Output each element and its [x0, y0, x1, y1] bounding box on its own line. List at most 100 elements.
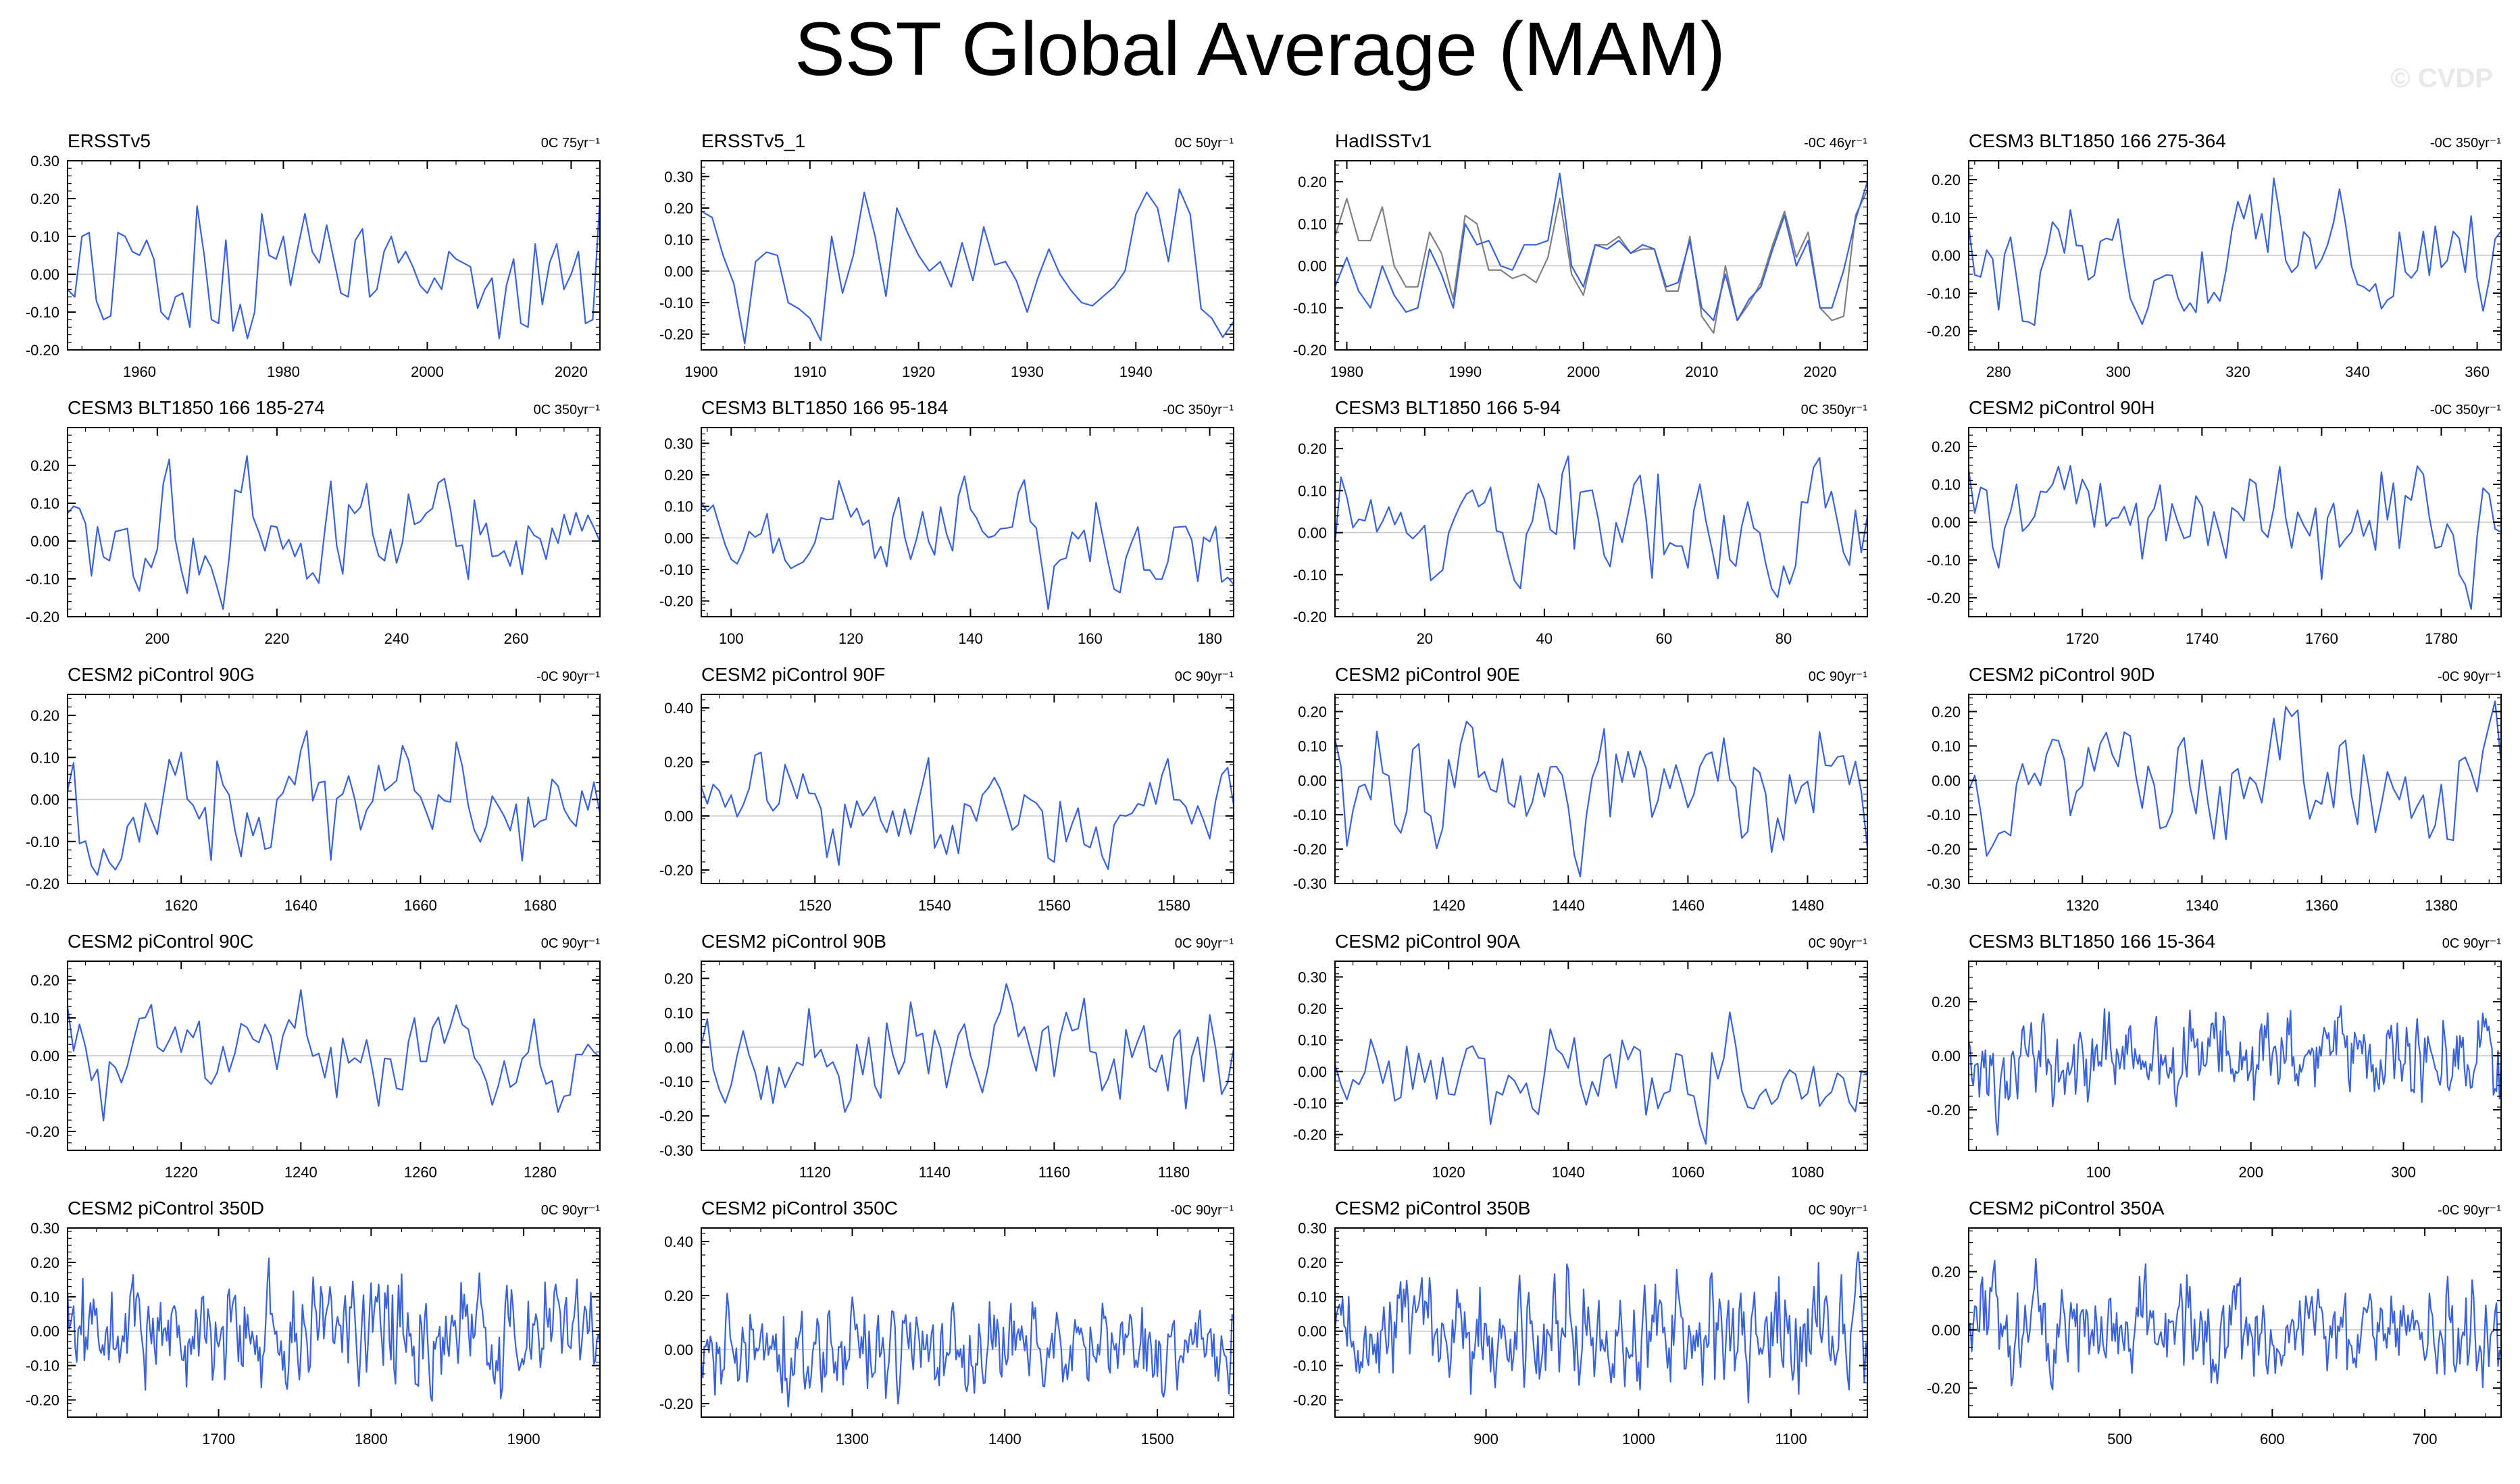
x-tick-label: 2000: [1567, 363, 1600, 380]
x-tick-label: 120: [838, 630, 863, 647]
y-tick-label: 0.00: [1932, 514, 1961, 531]
y-tick-label: -0.30: [659, 1142, 693, 1159]
series-line: [1967, 465, 2502, 610]
series-line: [700, 1292, 1235, 1408]
plot-frame: [1334, 160, 1868, 351]
series-line: [66, 1257, 601, 1402]
y-tick-label: -0.10: [26, 571, 59, 588]
panel-title: CESM3 BLT1850 166 275-364: [1969, 130, 2226, 151]
x-tick-label: 1760: [2305, 630, 2338, 647]
trend-label: 0C 90yr⁻¹: [1175, 936, 1234, 951]
y-tick-label: -0.10: [1927, 807, 1961, 823]
x-tick-label: 1080: [1791, 1164, 1824, 1181]
x-tick-label: 1100: [1775, 1431, 1807, 1448]
trend-label: 0C 75yr⁻¹: [541, 136, 601, 151]
y-tick-label: -0.20: [1927, 1380, 1961, 1397]
x-tick-label: 340: [2345, 363, 2370, 380]
plot-frame: [701, 1227, 1234, 1418]
series-line: [701, 188, 1234, 344]
x-tick-label: 1320: [2066, 897, 2099, 914]
series-line: [1334, 1251, 1869, 1404]
x-tick-label: 1260: [404, 1164, 437, 1181]
x-tick-label: 2010: [1685, 363, 1718, 380]
y-tick-label: -0.10: [1293, 300, 1327, 317]
y-tick-label: 0.00: [664, 1039, 693, 1056]
y-tick-label: -0.10: [1927, 285, 1961, 302]
x-tick-label: 1990: [1448, 363, 1482, 380]
series-line: [1334, 721, 1869, 877]
y-tick-label: -0.20: [1927, 590, 1961, 607]
chart-panel: CESM2 piControl 90E 0C 90yr⁻¹ -0.30 -0.20 -0…: [1293, 664, 1869, 914]
panel-title: CESM2 piControl 90F: [701, 664, 885, 685]
x-tick-label: 1140: [919, 1164, 951, 1181]
series-line: [67, 198, 601, 340]
x-tick-label: 1000: [1622, 1431, 1655, 1448]
trend-label: -0C 46yr⁻¹: [1804, 136, 1867, 151]
series-line: [1967, 1258, 2502, 1391]
x-tick-label: 1540: [918, 897, 951, 914]
y-tick-label: 0.00: [1932, 247, 1961, 264]
y-tick-label: -0.20: [1927, 1102, 1961, 1119]
y-tick-label: 0.20: [30, 1254, 59, 1271]
plot-frame: [701, 694, 1234, 884]
y-tick-label: 0.20: [30, 190, 59, 207]
y-tick-label: 0.00: [30, 1048, 59, 1065]
plot-frame: [701, 160, 1234, 351]
chart-panel: CESM2 piControl 350C -0C 90yr⁻¹ -0.20 0.00 0…: [659, 1198, 1235, 1448]
x-tick-label: 1960: [123, 363, 156, 380]
x-tick-label: 1780: [2425, 630, 2458, 647]
plot-frame: [701, 427, 1234, 617]
y-tick-label: -0.10: [1293, 807, 1327, 823]
x-tick-label: 1910: [793, 363, 826, 380]
chart-panel: CESM2 piControl 90F 0C 90yr⁻¹ -0.20 0.00 0.2…: [659, 664, 1235, 914]
y-tick-label: 0.20: [1932, 703, 1961, 720]
y-tick-label: 0.20: [1298, 1000, 1327, 1017]
y-tick-label: 0.20: [1932, 438, 1961, 455]
x-tick-label: 300: [2106, 363, 2131, 380]
y-tick-label: -0.20: [1927, 323, 1961, 340]
plot-frame: [1968, 1227, 2502, 1418]
x-tick-label: 1480: [1791, 897, 1824, 914]
x-tick-label: 80: [1775, 630, 1792, 647]
series-line: [701, 475, 1234, 610]
plot-frame: [1334, 694, 1868, 884]
panel-title: CESM2 piControl 350B: [1335, 1198, 1530, 1219]
x-tick-label: 1700: [202, 1431, 235, 1448]
x-tick-label: 1360: [2305, 897, 2338, 914]
x-tick-label: 180: [1197, 630, 1222, 647]
panel-title: CESM3 BLT1850 166 15-364: [1969, 931, 2215, 952]
x-tick-label: 1800: [355, 1431, 388, 1448]
x-tick-label: 1220: [165, 1164, 198, 1181]
y-tick-label: -0.10: [26, 1085, 59, 1102]
chart-panel: CESM3 BLT1850 166 185-274 0C 350yr⁻¹ -0.20…: [26, 397, 601, 647]
x-tick-label: 1400: [988, 1431, 1022, 1448]
panel-title: CESM2 piControl 90H: [1969, 397, 2154, 418]
y-tick-label: 0.10: [1298, 482, 1327, 499]
plot-frame: [1334, 427, 1868, 617]
plot-frame: [1334, 1227, 1868, 1418]
x-tick-label: 20: [1417, 630, 1433, 647]
chart-panel: ERSSTv5_1 0C 50yr⁻¹ -0.20 -0.10 0.00 0.10 0.20…: [659, 130, 1234, 380]
x-tick-label: 1680: [524, 897, 557, 914]
y-tick-label: 0.20: [664, 200, 693, 217]
panel-title: CESM3 BLT1850 166 95-184: [701, 397, 948, 418]
panel-title: ERSSTv5: [68, 130, 151, 151]
x-tick-label: 40: [1536, 630, 1553, 647]
x-tick-label: 1900: [507, 1431, 540, 1448]
panel-title: CESM2 piControl 90G: [68, 664, 255, 685]
y-tick-label: 0.00: [664, 808, 693, 825]
x-tick-label: 1280: [524, 1164, 557, 1181]
x-tick-label: 1020: [1432, 1164, 1465, 1181]
y-tick-label: 0.00: [1298, 525, 1327, 542]
x-tick-label: 240: [384, 630, 409, 647]
series-line: [66, 730, 601, 876]
panel-title: ERSSTv5_1: [701, 130, 805, 151]
chart-panel: CESM2 piControl 90D -0C 90yr⁻¹ -0.30 -0.20 -…: [1927, 664, 2502, 914]
panel-title: CESM3 BLT1850 166 5-94: [1335, 397, 1561, 418]
x-tick-label: 1440: [1552, 897, 1585, 914]
y-tick-label: 0.00: [1298, 1063, 1327, 1080]
y-tick-label: -0.20: [1293, 609, 1327, 625]
trend-label: -0C 90yr⁻¹: [2438, 669, 2501, 684]
y-tick-label: 0.20: [1298, 174, 1327, 190]
chart-panel: CESM2 piControl 350A -0C 90yr⁻¹ -0.20 0.00 0…: [1927, 1198, 2502, 1448]
